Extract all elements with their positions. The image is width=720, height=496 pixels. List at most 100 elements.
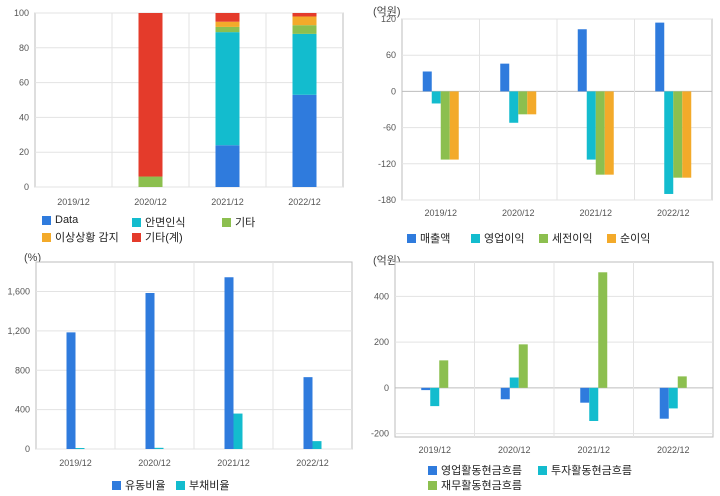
- legend-label: Data: [55, 214, 79, 226]
- bar: [589, 387, 599, 421]
- legend-item: 매출액: [407, 230, 450, 246]
- x-tick-label: 2019/12: [57, 197, 90, 207]
- legend-swatch: [538, 465, 547, 475]
- bar: [668, 387, 678, 409]
- legend-item: 이상상황 감지: [42, 229, 119, 245]
- y-tick-label: -60: [383, 123, 396, 133]
- legend-item: 영업이익: [471, 230, 524, 246]
- chart-ratios-svg: 0 400 800 1,200 1,600 2019/12 2020/12 2021/12 20…: [7, 261, 353, 468]
- bar: [604, 91, 614, 175]
- legend-item: 유동비율: [112, 477, 165, 493]
- bar: [215, 26, 240, 33]
- bar: [421, 387, 431, 391]
- legend-swatch: [428, 480, 437, 490]
- legend-label: 기타(계): [145, 232, 183, 244]
- y-tick-label: 0: [391, 86, 396, 96]
- bar: [655, 22, 665, 92]
- bar: [292, 16, 317, 26]
- bar: [527, 91, 537, 115]
- legend-swatch: [471, 233, 480, 243]
- chart-cashflow-legend: 영업활동현금흐름 투자활동현금흐름 재무활동현금흐름: [428, 462, 718, 492]
- y-tick-label: 200: [374, 337, 389, 347]
- bar: [224, 277, 234, 449]
- bar: [439, 360, 449, 388]
- legend-label: 순이익: [620, 233, 651, 245]
- y-tick-label: 0: [384, 383, 389, 393]
- bar: [138, 13, 163, 177]
- bar: [215, 145, 240, 187]
- bar: [518, 91, 528, 115]
- legend-label: 재무활동현금흐름: [441, 480, 522, 492]
- bar: [440, 91, 450, 160]
- bar: [292, 13, 317, 17]
- bar: [422, 71, 432, 92]
- bar: [673, 91, 683, 178]
- bar: [431, 91, 441, 104]
- legend-swatch: [607, 233, 616, 243]
- x-tick-label: 2019/12: [418, 445, 451, 455]
- legend-swatch: [222, 217, 231, 227]
- legend-label: 이상상황 감지: [55, 232, 119, 244]
- chart-ratios: (%) 0 400 800 1,200 1,600 2019/12 2020/12 2021/…: [0, 250, 360, 496]
- bar: [449, 91, 459, 160]
- legend-item: 기타(계): [132, 229, 183, 245]
- x-tick-label: 2022/12: [288, 197, 321, 207]
- bar: [664, 91, 674, 194]
- chart-ratios-legend: 유동비율 부채비율: [112, 477, 312, 493]
- x-tick-label: 2020/12: [502, 208, 535, 218]
- legend-item: 재무활동현금흐름: [428, 477, 522, 493]
- chart-income-unit: (억원): [373, 6, 401, 18]
- chart-cashflow-svg: -200 0 200 400 2019/12 2020/12 2021/12 2022/12: [371, 261, 714, 455]
- legend-item: 안면인식: [132, 214, 185, 230]
- legend-swatch: [112, 480, 121, 490]
- x-tick-label: 2022/12: [657, 445, 690, 455]
- bar: [154, 447, 164, 449]
- bar: [145, 293, 155, 449]
- bar: [518, 344, 528, 388]
- legend-label: 매출액: [420, 233, 451, 245]
- y-tick-label: 1,200: [7, 326, 30, 336]
- bar: [509, 377, 519, 388]
- y-tick-label: 40: [19, 112, 29, 122]
- bar: [509, 91, 519, 123]
- bar: [292, 33, 317, 95]
- legend-label: 기타: [235, 217, 256, 229]
- y-tick-label: 800: [15, 365, 30, 375]
- bar: [430, 387, 440, 407]
- y-tick-label: 0: [25, 444, 30, 454]
- bar: [500, 63, 510, 92]
- legend-label: 영업이익: [484, 233, 525, 245]
- y-tick-label: 60: [386, 50, 396, 60]
- bar: [312, 441, 322, 449]
- chart-income-svg: -180 -120 -60 0 60 120 2019/12 2020/12 2021/12 20…: [378, 14, 713, 218]
- legend-swatch: [132, 217, 141, 227]
- y-tick-label: 0: [24, 182, 29, 192]
- x-tick-label: 2020/12: [498, 445, 531, 455]
- x-tick-label: 2019/12: [59, 458, 92, 468]
- bar: [292, 94, 317, 187]
- legend-label: 영업활동현금흐름: [441, 465, 522, 477]
- bar: [682, 91, 692, 178]
- bar: [215, 13, 240, 22]
- bar: [677, 376, 687, 388]
- x-tick-label: 2019/12: [424, 208, 457, 218]
- legend-label: 부채비율: [189, 480, 230, 492]
- x-tick-label: 2021/12: [577, 445, 610, 455]
- bar: [233, 413, 243, 449]
- x-tick-label: 2022/12: [296, 458, 329, 468]
- legend-swatch: [132, 232, 141, 242]
- y-tick-label: 400: [15, 405, 30, 415]
- y-tick-label: -180: [378, 195, 396, 205]
- legend-swatch: [42, 232, 51, 242]
- y-tick-label: -200: [371, 429, 389, 439]
- x-tick-label: 2021/12: [217, 458, 250, 468]
- bar: [580, 387, 590, 403]
- y-tick-label: 1,600: [7, 287, 30, 297]
- bar: [215, 21, 240, 27]
- bar: [586, 91, 596, 160]
- legend-label: 투자활동현금흐름: [551, 465, 632, 477]
- chart-revenue-mix-legend: Data 안면인식 기타 이상상황 감지 기타(계): [42, 214, 352, 244]
- legend-swatch: [407, 233, 416, 243]
- chart-ratios-unit: (%): [24, 252, 42, 264]
- bar: [659, 387, 669, 419]
